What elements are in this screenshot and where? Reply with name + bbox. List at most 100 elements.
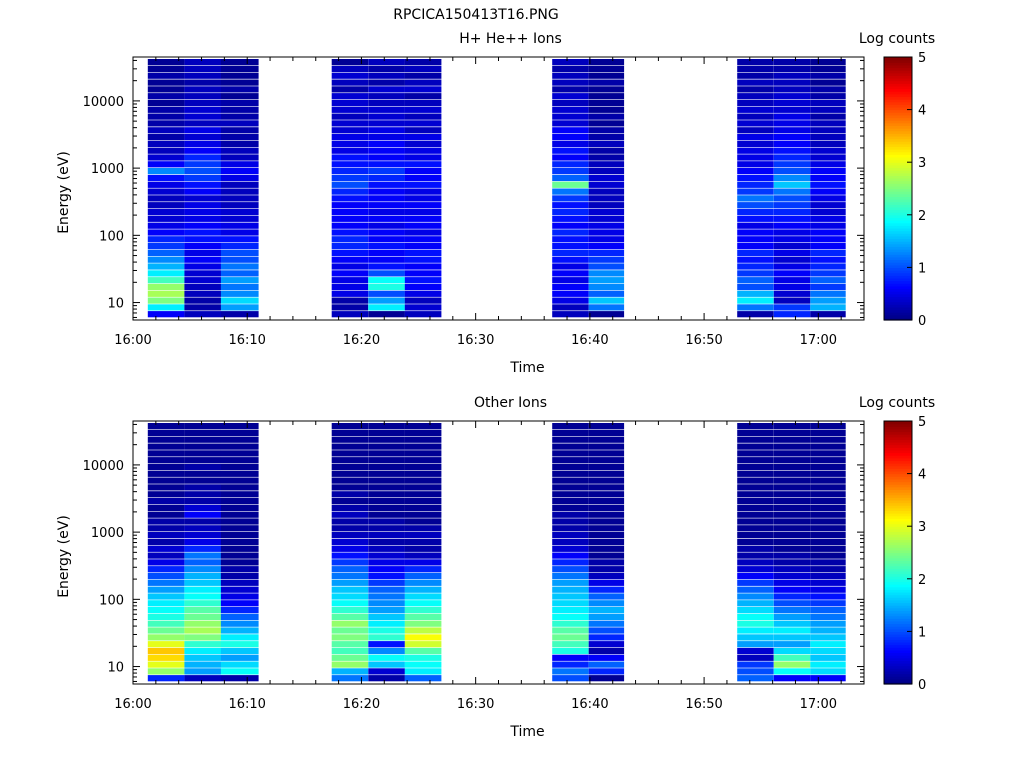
colorbar-segment [884,75,912,79]
spectrogram-cell [368,208,405,216]
colorbar-segment [884,135,912,140]
colorbar-tick-label: 0 [918,678,926,693]
spectrogram-cell [588,647,625,655]
spectrogram-cell [147,423,185,430]
spectrogram-cell [184,477,221,484]
spectrogram-cell [773,572,811,580]
spectrogram-cell [331,429,369,436]
spectrogram-cell [588,229,625,236]
spectrogram-cell [220,93,259,100]
spectrogram-cell [773,586,811,593]
spectrogram-cell [588,270,625,277]
y-tick-label: 100 [99,593,124,608]
spectrogram-cell [331,613,369,620]
colorbar-segment [884,486,912,490]
spectrogram-cell [588,256,625,263]
spectrogram-cell [810,161,846,168]
spectrogram-cell [147,538,185,546]
spectrogram-cell [368,552,405,559]
colorbar-segment [884,584,912,588]
spectrogram-cell [737,552,774,559]
spectrogram-cell [588,188,625,195]
spectrogram-cell [184,283,221,291]
colorbar-segment [884,238,912,242]
spectrogram-cell [404,243,442,250]
spectrogram-cell [588,586,625,593]
spectrogram-cell [773,161,811,168]
spectrogram-cell [220,620,259,627]
spectrogram-cell [552,423,589,430]
spectrogram-cell [147,236,185,243]
spectrogram-cell [810,188,846,195]
spectrogram-cell [184,600,221,607]
spectrogram-cell [220,290,259,297]
x-tick-label: 16:00 [114,697,151,712]
spectrogram-cell [331,181,369,188]
spectrogram-cell [588,65,625,72]
spectrogram-cell [220,161,259,168]
spectrogram-cell [184,620,221,627]
colorbar-segment [884,133,912,137]
spectrogram-cell [331,477,369,484]
spectrogram-cell [552,181,589,188]
spectrogram-cell [552,311,589,318]
spectrogram-cell [552,429,589,436]
spectrogram-cell [184,65,221,72]
colorbar-segment [884,568,912,572]
spectrogram-cell [147,545,185,552]
spectrogram-cell [737,188,774,195]
spectrogram-cell [588,436,625,443]
colorbar-segment [884,607,912,611]
colorbar-tick-label: 4 [918,468,926,483]
spectrogram-cell [147,647,185,655]
spectrogram-cell [737,65,774,72]
spectrogram-cell [331,668,369,675]
spectrogram-cell [737,222,774,229]
spectrogram-cell [368,470,405,477]
spectrogram-cell [147,572,185,580]
colorbar-segment [884,130,912,134]
spectrogram-cell [368,304,405,311]
spectrogram-cell [147,154,185,161]
spectrogram-cell [810,174,846,182]
colorbar-segment [884,188,912,192]
spectrogram-cell [552,99,589,107]
spectrogram-cell [737,270,774,277]
spectrogram-cell [331,654,369,661]
spectrogram-cell [220,572,259,580]
spectrogram-cell [368,579,405,586]
colorbar-segment [884,227,912,232]
spectrogram-cell [331,627,369,634]
spectrogram-cell [147,72,185,79]
colorbar-segment [884,138,912,142]
spectrogram-cell [810,59,846,66]
spectrogram-cell [552,463,589,471]
spectrogram-cell [404,675,442,682]
spectrogram-cell [737,675,774,682]
spectrogram-cell [331,243,369,250]
spectrogram-cell [773,181,811,188]
colorbar-segment [884,280,912,284]
spectrogram-cell [220,423,259,430]
spectrogram-cell [404,215,442,222]
spectrogram-cell [331,256,369,263]
colorbar-tick-label: 0 [918,314,926,329]
spectrogram-cell [773,65,811,72]
spectrogram-cell [184,256,221,263]
spectrogram-cell [184,538,221,546]
spectrogram-cell [331,113,369,120]
spectrogram-cell [368,168,405,175]
spectrogram-cell [147,457,185,464]
spectrogram-cell [220,127,259,134]
colorbar-segment [884,499,912,504]
spectrogram-cell [810,600,846,607]
spectrogram-cell [552,127,589,134]
spectrogram-cell [331,423,369,430]
spectrogram-cell [368,297,405,304]
colorbar-segment [884,552,912,556]
spectrogram-cell [331,161,369,168]
spectrogram-cell [773,654,811,661]
spectrogram-cell [552,65,589,72]
spectrogram-cell [404,263,442,270]
spectrogram-cell [184,168,221,175]
